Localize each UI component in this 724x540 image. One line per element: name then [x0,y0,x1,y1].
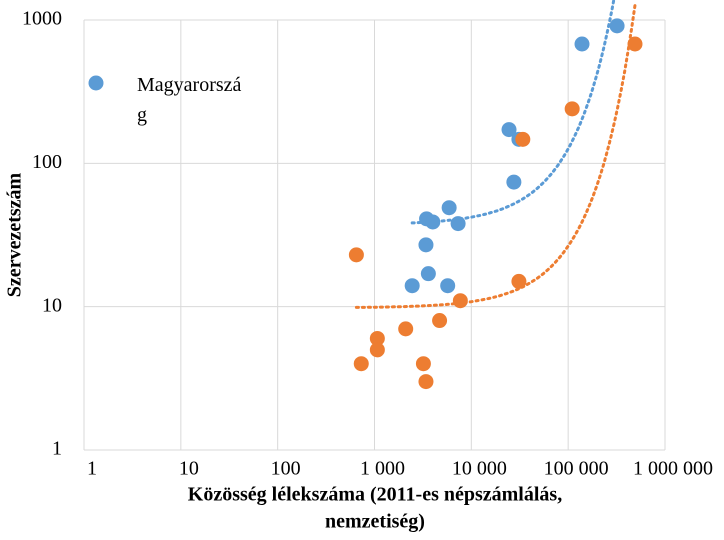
x-tick-label: 100 [271,458,301,480]
point [418,237,434,253]
point [369,330,385,346]
point [418,374,434,390]
point [398,321,414,337]
x-tick-label: 1 000 000 [633,458,713,480]
legend-marker [88,75,104,91]
x-tick-label: 10 [179,458,199,480]
x-tick-label: 1 [87,458,97,480]
point [511,273,527,289]
x-axis-title: Közösség lélekszáma (2011-es népszámlálá… [188,484,562,506]
legend-label: Magyarország [137,74,242,126]
point [574,36,590,52]
x-tick-label: 100 000 [544,458,609,480]
y-axis-title: Szervezetszám [4,172,26,297]
point [450,216,466,232]
point [420,266,436,282]
point [452,293,468,309]
point [415,356,431,372]
y-tick-label: 1 [52,438,62,460]
x-tick-label: 10 000 [452,458,507,480]
x-axis-title: nemzetiség) [325,511,425,533]
point [440,278,456,294]
point [432,313,448,329]
point [564,101,580,117]
trendline [410,0,616,225]
point [404,278,420,294]
point [506,174,522,190]
point [369,342,385,358]
point [348,247,364,263]
point [425,214,441,230]
point [501,122,517,138]
point [515,131,531,147]
y-tick-label: 10 [42,294,62,316]
y-tick-label: 1000 [22,8,62,30]
x-tick-label: 1 000 [360,458,405,480]
y-tick-label: 100 [32,151,62,173]
point [353,356,369,372]
point [441,200,457,216]
point [609,18,625,34]
trendline [354,3,637,309]
point [627,36,643,52]
